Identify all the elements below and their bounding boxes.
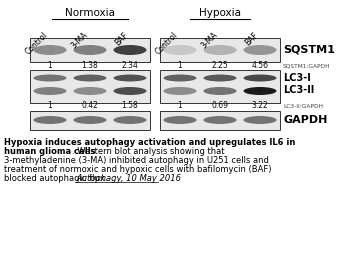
Text: Control: Control: [24, 31, 50, 57]
Text: 3-MA: 3-MA: [200, 31, 220, 51]
Text: GAPDH: GAPDH: [283, 115, 327, 125]
Ellipse shape: [203, 74, 237, 82]
Text: BAF: BAF: [243, 31, 260, 47]
Ellipse shape: [113, 45, 147, 55]
Text: blocked autophagic flux.: blocked autophagic flux.: [4, 174, 110, 183]
Text: LC3-II: LC3-II: [283, 85, 314, 95]
Text: Hypoxia induces autophagy activation and upregulates IL6 in: Hypoxia induces autophagy activation and…: [4, 138, 295, 147]
Text: Autophagy, 10 May 2016: Autophagy, 10 May 2016: [76, 174, 181, 183]
Text: 4.56: 4.56: [252, 60, 268, 69]
Text: Hypoxia: Hypoxia: [199, 8, 241, 18]
Ellipse shape: [244, 116, 276, 124]
Ellipse shape: [34, 74, 66, 82]
Bar: [160, 111, 280, 130]
Ellipse shape: [34, 45, 66, 55]
Text: human glioma cells: human glioma cells: [4, 147, 96, 156]
Text: treatment of normoxic and hypoxic cells with bafilomycin (BAF): treatment of normoxic and hypoxic cells …: [4, 165, 272, 174]
Bar: [160, 38, 280, 62]
Ellipse shape: [74, 116, 106, 124]
Bar: [30, 70, 150, 103]
Text: Normoxia: Normoxia: [65, 8, 115, 18]
Text: . Western blot analysis showing that: . Western blot analysis showing that: [72, 147, 224, 156]
Ellipse shape: [203, 87, 237, 95]
Ellipse shape: [113, 74, 147, 82]
Ellipse shape: [113, 87, 147, 95]
Text: 1: 1: [48, 102, 52, 110]
Text: 1.58: 1.58: [122, 102, 138, 110]
Ellipse shape: [163, 87, 196, 95]
Ellipse shape: [244, 87, 276, 95]
Ellipse shape: [244, 74, 276, 82]
Bar: [30, 38, 150, 62]
Text: 0.69: 0.69: [211, 102, 229, 110]
Text: BAF: BAF: [113, 31, 130, 47]
Text: LC3-I: LC3-I: [283, 73, 311, 83]
Text: 1: 1: [177, 102, 182, 110]
Text: SQSTM1:GAPDH: SQSTM1:GAPDH: [283, 63, 331, 68]
Ellipse shape: [244, 45, 276, 55]
Text: SQSTM1: SQSTM1: [283, 45, 335, 55]
Ellipse shape: [74, 45, 106, 55]
Text: 2.25: 2.25: [212, 60, 228, 69]
Ellipse shape: [34, 87, 66, 95]
Text: Control: Control: [154, 31, 180, 57]
Text: LC3-II:GAPDH: LC3-II:GAPDH: [283, 104, 323, 109]
Ellipse shape: [74, 74, 106, 82]
Bar: [160, 70, 280, 103]
Text: 2.34: 2.34: [121, 60, 139, 69]
Text: 1.38: 1.38: [82, 60, 98, 69]
Text: 3-methyladenine (3-MA) inhibited autophagy in U251 cells and: 3-methyladenine (3-MA) inhibited autopha…: [4, 156, 269, 165]
Ellipse shape: [34, 116, 66, 124]
Ellipse shape: [74, 87, 106, 95]
Bar: [30, 111, 150, 130]
Ellipse shape: [163, 45, 196, 55]
Text: 1: 1: [48, 60, 52, 69]
Text: 0.42: 0.42: [82, 102, 98, 110]
Text: 1: 1: [177, 60, 182, 69]
Ellipse shape: [203, 116, 237, 124]
Text: 3-MA: 3-MA: [70, 31, 90, 51]
Ellipse shape: [203, 45, 237, 55]
Text: 3.22: 3.22: [252, 102, 268, 110]
Ellipse shape: [163, 116, 196, 124]
Ellipse shape: [163, 74, 196, 82]
Ellipse shape: [113, 116, 147, 124]
